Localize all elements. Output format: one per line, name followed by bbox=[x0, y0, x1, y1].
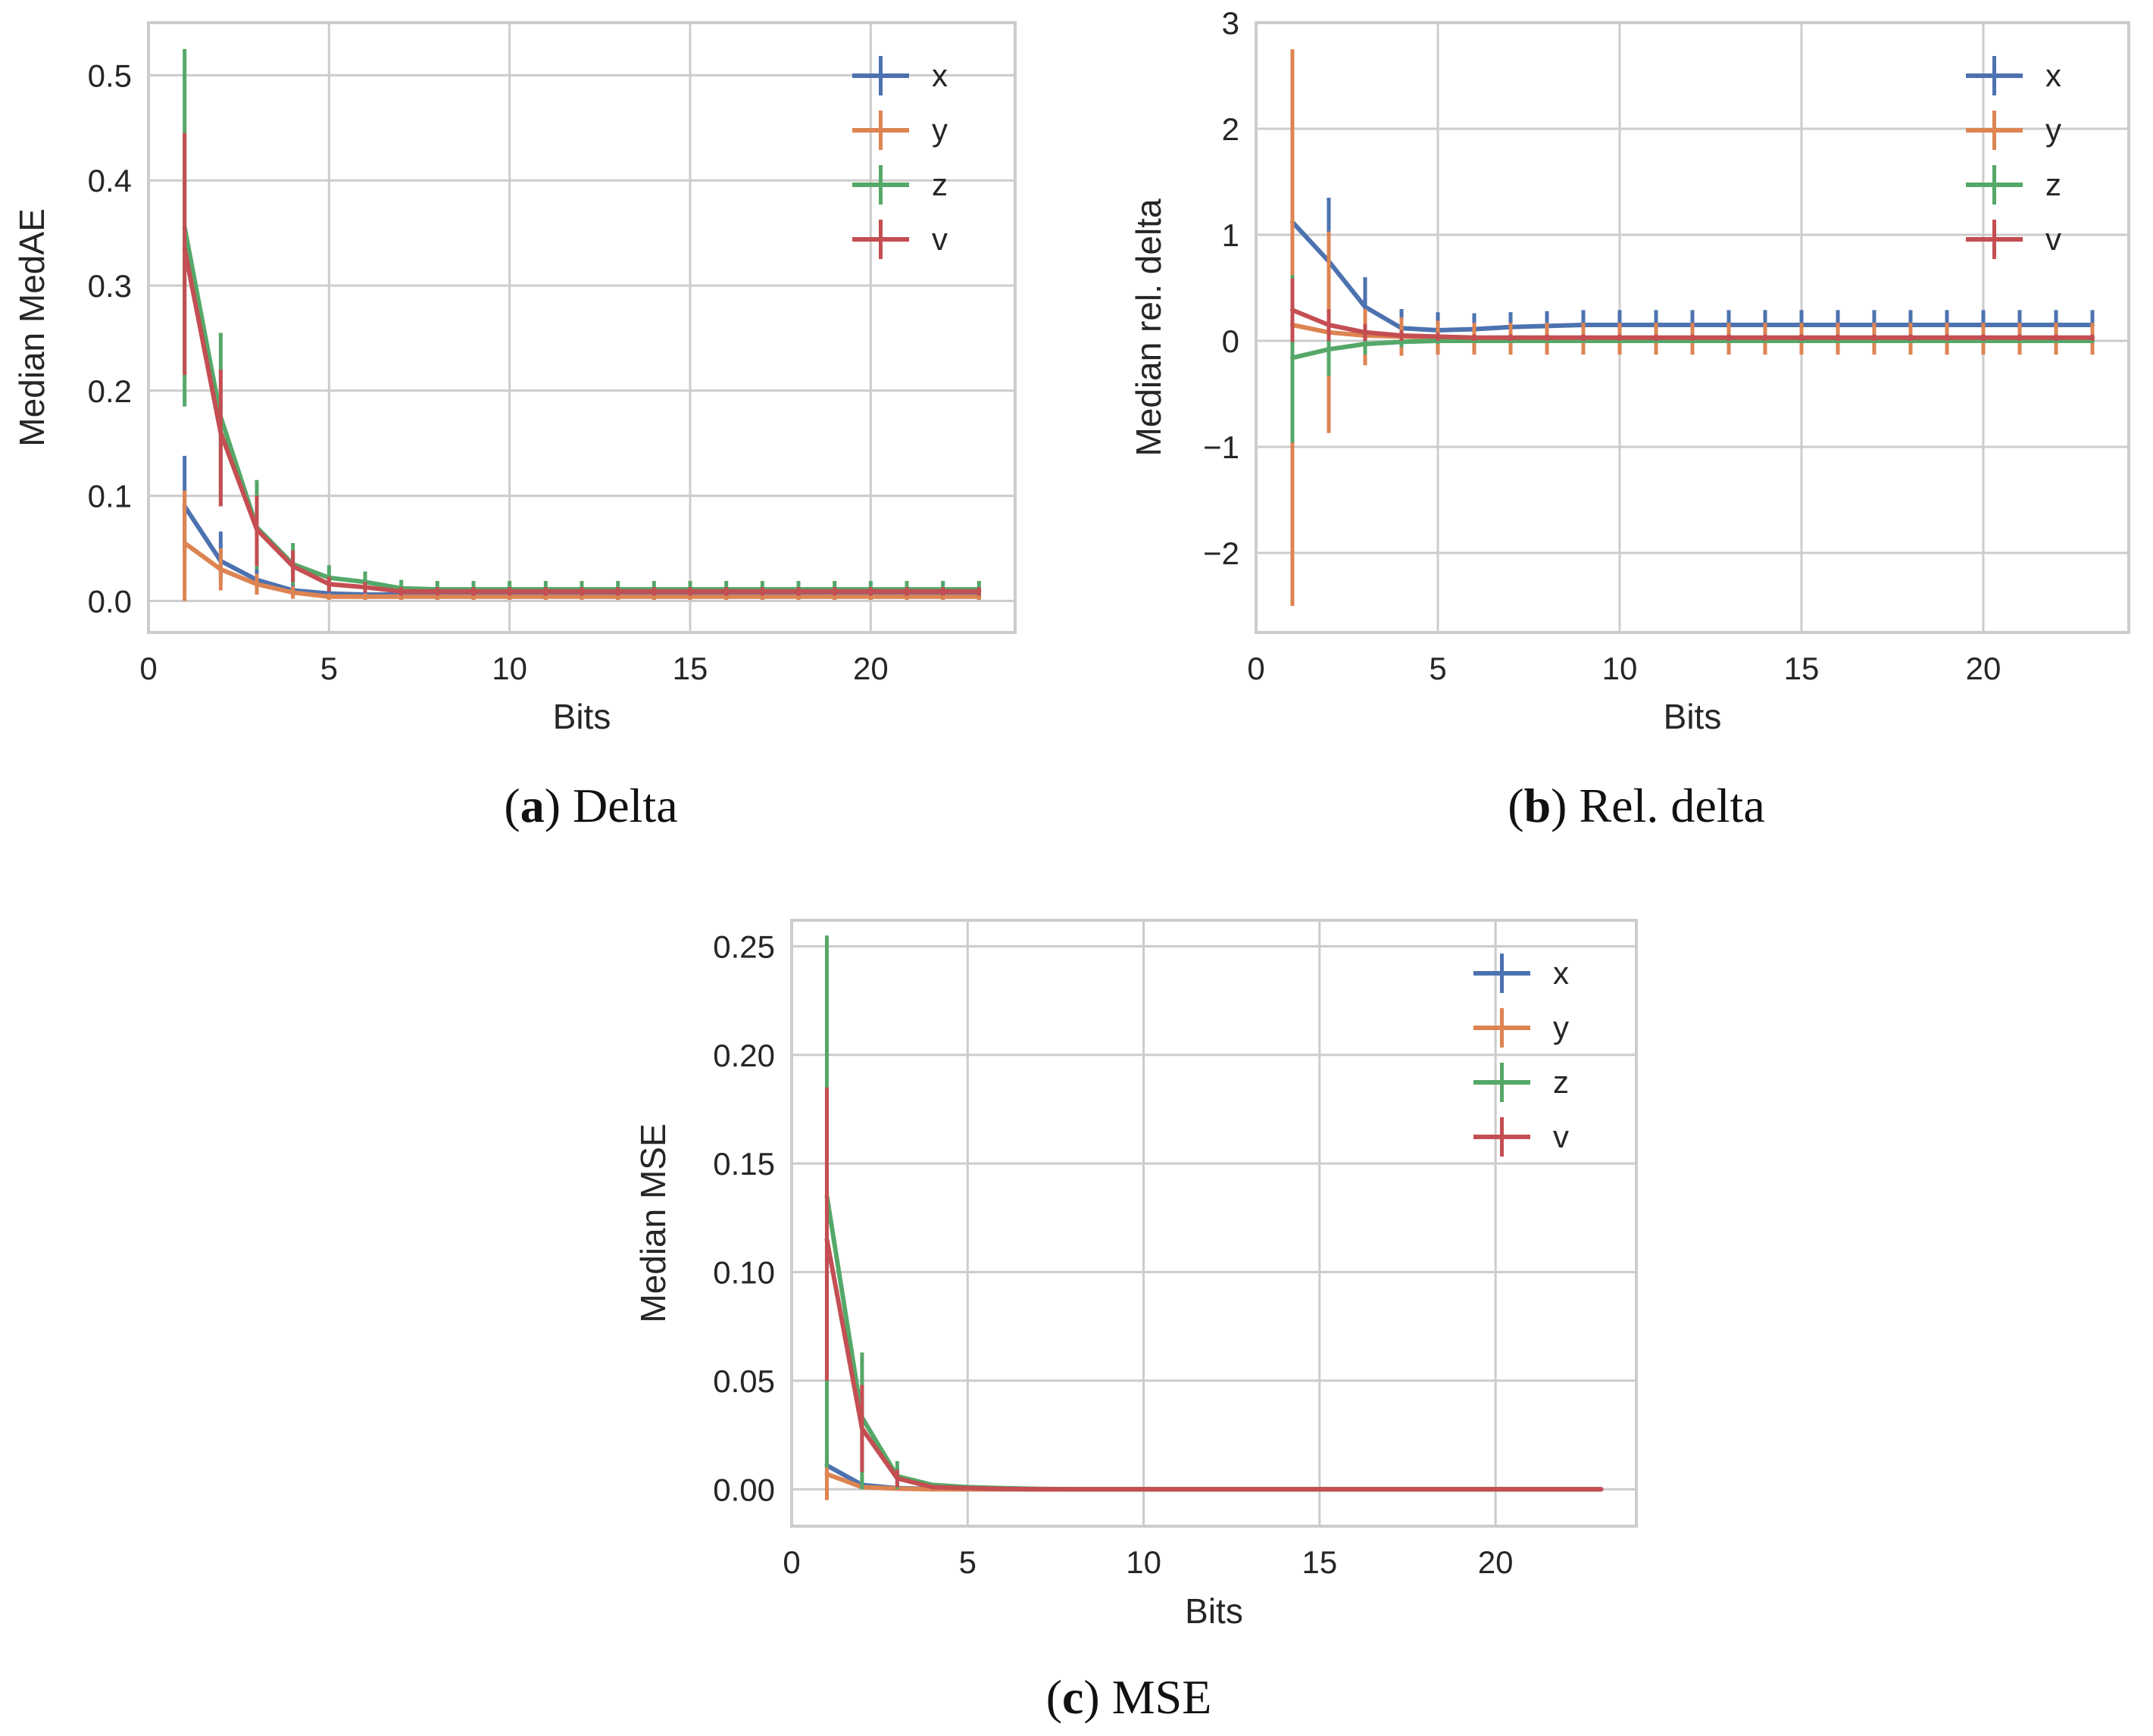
legend-item-y: y bbox=[852, 111, 948, 150]
legend-label: y bbox=[1553, 1010, 1569, 1045]
y-tick-label: 0.05 bbox=[713, 1363, 775, 1399]
legend-item-v: v bbox=[852, 220, 948, 259]
x-tick-label: 10 bbox=[1602, 651, 1638, 686]
legend-item-z: z bbox=[1966, 165, 2061, 205]
panel-a-delta: (a) Delta 0 5 10 15 20 0.0 0.1 0.2 0.3 0.4 0.5 Bits… bbox=[12, 21, 1017, 832]
y-tick-label: −2 bbox=[1203, 535, 1239, 571]
legend-label: x bbox=[932, 58, 948, 93]
y-tick-label: 0.3 bbox=[88, 268, 132, 304]
y-tick-label: 0.00 bbox=[713, 1472, 775, 1507]
x-tick-label: 20 bbox=[1478, 1544, 1514, 1580]
legend-label: z bbox=[2045, 167, 2061, 202]
legend-item-y: y bbox=[1966, 111, 2061, 150]
legend-item-v: v bbox=[1966, 220, 2061, 259]
legend-item-z: z bbox=[852, 165, 948, 205]
legend-label: z bbox=[932, 167, 948, 202]
y-axis-label: Median MSE bbox=[633, 1123, 673, 1322]
y-tick-label: 0.1 bbox=[88, 479, 132, 514]
y-axis-label: Median MedAE bbox=[12, 208, 52, 447]
caption-a: (a) Delta bbox=[504, 779, 677, 832]
panel-c-mse: (c) MSE 0 5 10 15 20 0.00 0.05 0.10 0.15 0.20 0.25… bbox=[633, 919, 1638, 1724]
legend-label: y bbox=[932, 112, 948, 148]
x-tick-label: 15 bbox=[673, 651, 708, 686]
x-tick-label: 5 bbox=[1429, 651, 1446, 686]
y-tick-label: 0.0 bbox=[88, 583, 132, 619]
x-tick-label: 15 bbox=[1302, 1544, 1338, 1580]
y-tick-label: 0.4 bbox=[88, 163, 132, 198]
legend-item-x: x bbox=[1473, 954, 1569, 993]
x-axis-label: Bits bbox=[553, 697, 611, 736]
y-tick-label: 1 bbox=[1222, 217, 1239, 253]
y-tick-label: 0.10 bbox=[713, 1255, 775, 1291]
legend-item-y: y bbox=[1473, 1008, 1569, 1048]
y-tick-label: −1 bbox=[1203, 429, 1239, 465]
x-tick-label: 0 bbox=[783, 1544, 800, 1580]
y-axis-label: Median rel. delta bbox=[1129, 198, 1168, 456]
panel-b-rel-delta: (b) Rel. delta 0 5 10 15 20 −2 −1 0 1 2 3 Bits Media… bbox=[1129, 5, 2130, 832]
x-tick-label: 0 bbox=[139, 651, 157, 686]
y-tick-label: 0.5 bbox=[88, 58, 132, 93]
plot-data-b bbox=[1290, 49, 2095, 606]
series-v bbox=[182, 133, 982, 596]
plot-data-c bbox=[824, 935, 1604, 1500]
x-axis-label: Bits bbox=[1185, 1591, 1243, 1631]
legend-item-z: z bbox=[1473, 1063, 1569, 1102]
legend-label: v bbox=[1553, 1119, 1569, 1154]
y-tick-label: 0.20 bbox=[713, 1038, 775, 1073]
series-line-v bbox=[824, 1237, 1604, 1492]
y-tick-label: 0.2 bbox=[88, 373, 132, 409]
plot-frame-b bbox=[1255, 21, 2130, 634]
x-tick-label: 10 bbox=[1126, 1544, 1161, 1580]
y-tick-label: 0 bbox=[1222, 323, 1239, 359]
x-tick-label: 20 bbox=[1966, 651, 2001, 686]
x-tick-label: 5 bbox=[320, 651, 338, 686]
series-line-v bbox=[1290, 308, 2095, 340]
plot-area-c bbox=[792, 920, 1636, 1526]
series-v bbox=[824, 1087, 1604, 1492]
y-tick-label: 0.25 bbox=[713, 929, 775, 964]
series-v bbox=[1290, 278, 2095, 342]
x-tick-label: 15 bbox=[1784, 651, 1820, 686]
x-tick-label: 20 bbox=[853, 651, 889, 686]
plot-frame-a bbox=[147, 21, 1017, 634]
x-axis-label: Bits bbox=[1664, 697, 1722, 736]
legend-label: x bbox=[1553, 955, 1569, 991]
plot-area-a bbox=[148, 23, 1015, 632]
plot-frame-c bbox=[790, 919, 1638, 1528]
legend-label: y bbox=[2045, 112, 2061, 148]
x-tick-label: 0 bbox=[1247, 651, 1264, 686]
y-tick-label: 3 bbox=[1222, 5, 1239, 41]
legend-label: v bbox=[932, 221, 948, 257]
legend-item-x: x bbox=[1966, 56, 2061, 95]
caption-b: (b) Rel. delta bbox=[1508, 779, 1764, 832]
legend-item-x: x bbox=[852, 56, 948, 95]
x-tick-label: 5 bbox=[959, 1544, 977, 1580]
series-line-y bbox=[182, 541, 982, 599]
legend-item-v: v bbox=[1473, 1117, 1569, 1157]
legend-label: x bbox=[2045, 58, 2061, 93]
x-tick-label: 10 bbox=[492, 651, 527, 686]
plot-data-a bbox=[182, 48, 982, 601]
y-tick-label: 0.15 bbox=[713, 1146, 775, 1182]
legend-label: z bbox=[1553, 1064, 1569, 1100]
legend-label: v bbox=[2045, 221, 2061, 257]
caption-c: (c) MSE bbox=[1046, 1670, 1212, 1724]
y-tick-label: 2 bbox=[1222, 111, 1239, 147]
series-line-v bbox=[182, 246, 982, 594]
